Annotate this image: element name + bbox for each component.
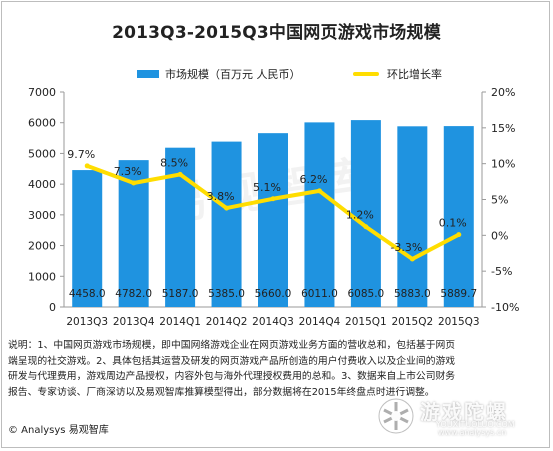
line-point (316, 188, 322, 194)
x-tick-label: 2013Q4 (113, 316, 155, 328)
line-value-label: 0.1% (439, 217, 467, 230)
line-value-label: 1.2% (346, 209, 374, 222)
watermark-logo-url: YOUXITUOLUO.COM (436, 420, 515, 429)
watermark-site-url: www.analysys.cn (438, 428, 507, 437)
line-value-label: 6.2% (299, 173, 327, 186)
bar (443, 126, 474, 307)
bar (397, 126, 428, 307)
bar (165, 147, 196, 307)
line-value-label: -3.3% (390, 241, 422, 254)
bar (258, 133, 288, 307)
legend-swatch-line (353, 72, 379, 76)
bar-value-label: 6011.0 (301, 288, 338, 300)
bar-value-label: 5883.0 (394, 288, 431, 300)
y-right-tick-label: -5% (491, 265, 512, 278)
y-left-tick-label: 7000 (28, 86, 56, 99)
y-left-tick-label: 5000 (28, 147, 56, 160)
y-left-tick-label: 6000 (28, 117, 56, 130)
note-line: 研发与代理费用，游戏周边产品授权，内容外包与海外代理授权费用的总和。3、数据来自… (8, 371, 456, 383)
source-credit: © Analysys 易观智库 (8, 425, 109, 436)
line-point (131, 180, 137, 186)
bar-value-label: 5660.0 (255, 288, 292, 300)
note-line: 端呈现的社交游戏。2、具体包括其运营及研发的网页游戏产品所创造的用户付费收入以及… (8, 355, 456, 367)
legend-item-bar: 市场规模（百万元 人民币） (137, 66, 301, 82)
bar (211, 141, 242, 307)
bar-value-label: 5385.0 (208, 288, 245, 300)
x-tick-label: 2014Q3 (252, 316, 294, 328)
bar (72, 170, 103, 307)
chart-title: 2013Q3-2015Q3中国网页游戏市场规模 (112, 23, 441, 43)
legend-swatch-bar (137, 70, 159, 78)
y-left-tick-label: 0 (49, 301, 56, 314)
y-right-tick-label: 10% (491, 158, 515, 171)
legend-label-line: 环比增长率 (387, 68, 442, 81)
line-point (84, 163, 90, 169)
legend-item-line: 环比增长率 (353, 66, 442, 82)
gyroscope-logo-icon (378, 398, 414, 434)
line-point (270, 196, 276, 202)
note-line: 报告、专家访谈、厂商深访以及易观智库推算模型得出，部分数据将在2015年终盘点时… (8, 386, 435, 398)
x-tick-label: 2014Q1 (159, 316, 201, 328)
bar-value-label: 4458.0 (69, 288, 106, 300)
y-left-tick-label: 2000 (28, 240, 56, 253)
line-value-label: 9.7% (67, 148, 95, 161)
x-tick-label: 2014Q4 (299, 316, 341, 328)
line-point (409, 256, 415, 262)
x-tick-label: 2014Q2 (206, 316, 248, 328)
chart-legend: 市场规模（百万元 人民币） 环比增长率 (0, 66, 553, 84)
bar-value-label: 5889.7 (440, 288, 477, 300)
bar (350, 120, 381, 307)
x-tick-label: 2013Q3 (66, 316, 108, 328)
line-value-label: 5.1% (253, 181, 281, 194)
y-right-tick-label: -10% (491, 301, 519, 314)
x-tick-label: 2015Q2 (391, 316, 433, 328)
line-point (224, 205, 230, 211)
line-point (363, 224, 369, 230)
line-value-label: 3.8% (207, 190, 235, 203)
y-right-tick-label: 20% (491, 86, 515, 99)
line-value-label: 7.3% (114, 165, 142, 178)
line-value-label: 8.5% (160, 156, 188, 169)
y-right-tick-label: 5% (491, 194, 508, 207)
watermark-logo: 游戏陀螺 YOUXITUOLUO.COM www.analysys.cn (376, 394, 546, 440)
legend-label-bar: 市场规模（百万元 人民币） (165, 68, 301, 81)
line-point (177, 171, 183, 177)
chart-plot: 易观智库01000200030004000500060007000-10%-5%… (28, 86, 519, 328)
watermark-logo-text: 游戏陀螺 (420, 400, 508, 424)
x-tick-label: 2015Q1 (345, 316, 387, 328)
y-right-tick-label: 15% (491, 122, 515, 135)
x-tick-label: 2015Q3 (438, 316, 480, 328)
bar-value-label: 5187.0 (162, 288, 199, 300)
y-left-tick-label: 4000 (28, 178, 56, 191)
chart-notes: 说明：1、中国网页游戏市场规模，即中国网络游戏企业在网页游戏业务方面的营收总和，… (8, 338, 544, 400)
bar-value-label: 4782.0 (115, 288, 152, 300)
bar-value-label: 6085.0 (348, 288, 385, 300)
line-point (456, 232, 462, 238)
y-left-tick-label: 1000 (28, 270, 56, 283)
bar (304, 122, 335, 307)
y-right-tick-label: 0% (491, 229, 508, 242)
y-left-tick-label: 3000 (28, 209, 56, 222)
note-line: 说明：1、中国网页游戏市场规模，即中国网络游戏企业在网页游戏业务方面的营收总和，… (8, 340, 456, 351)
